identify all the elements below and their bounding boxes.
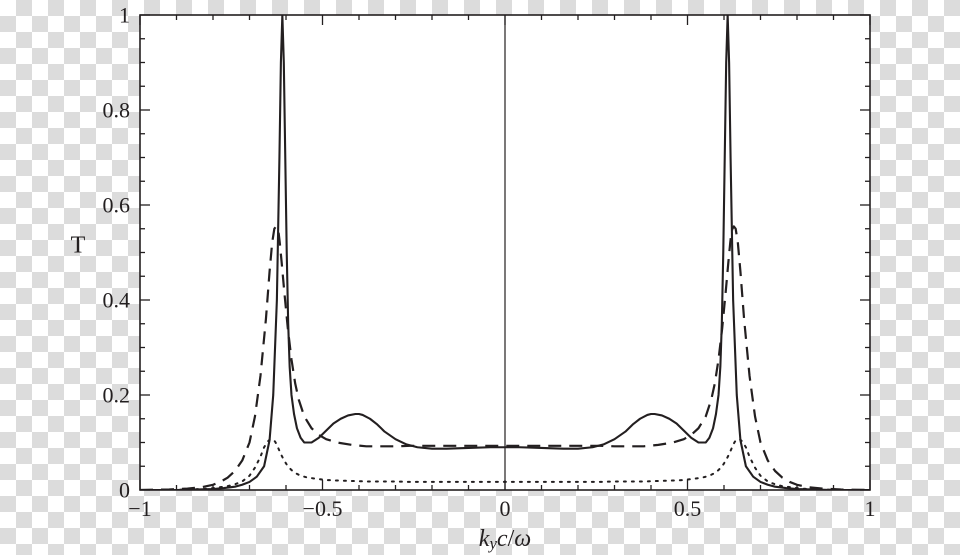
y-tick-label: 0.2 [103, 383, 131, 408]
x-tick-label: −1 [128, 496, 151, 521]
x-tick-label: −0.5 [303, 496, 343, 521]
y-tick-label: 1 [119, 3, 130, 28]
x-axis-label: kyc/ω [479, 526, 531, 553]
chart-wrapper: −1 −0.5 0 0.5 1 0 0.2 0.4 0.6 0.8 1 Tkyc/ω [0, 0, 960, 555]
x-tick-label: 0 [500, 496, 511, 521]
transmission-chart: −1 −0.5 0 0.5 1 0 0.2 0.4 0.6 0.8 1 Tkyc/ω [0, 0, 960, 555]
y-tick-label: 0.6 [103, 193, 131, 218]
x-tick-label: 1 [865, 496, 876, 521]
x-tick-label: 0.5 [674, 496, 702, 521]
y-tick-label: 0.8 [103, 98, 131, 123]
y-tick-label: 0.4 [103, 288, 131, 313]
y-axis-label: T [71, 233, 86, 259]
y-tick-label: 0 [119, 478, 130, 503]
